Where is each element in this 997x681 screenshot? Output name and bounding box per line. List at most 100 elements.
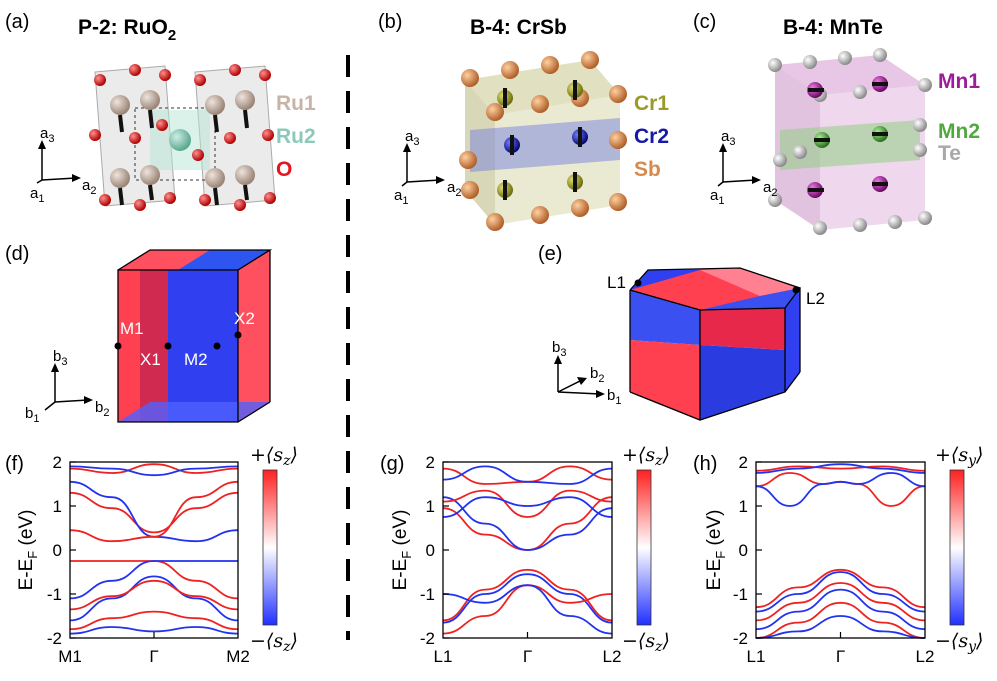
band-h-2 — [755, 465, 926, 472]
plot-frame-h — [755, 461, 926, 639]
legend-sb: Sb — [634, 158, 661, 181]
panel-label-f: (f) — [5, 453, 24, 475]
band-g-1 — [442, 573, 613, 624]
ruo2-crystal-structure — [89, 64, 276, 211]
band-plot-h: 2 1 0 -1 -2L1 Γ L2 E-EF (eV) — [704, 453, 934, 666]
axis-b-a1-label: a1 — [394, 187, 408, 207]
brillouin-zone-hexagonal — [629, 267, 802, 421]
xtick-label-h-2: L2 — [916, 647, 935, 666]
axis-b-a2-label: a2 — [447, 179, 461, 199]
band-g-5 — [442, 496, 613, 551]
axis-b1-label: b1 — [25, 405, 39, 425]
ylabel-h: E-EF (eV) — [704, 510, 728, 591]
band-f-2 — [69, 480, 239, 543]
ytick-label-f-3: -1 — [47, 585, 62, 604]
lattice-axes-b: a3 a2 a1 — [394, 128, 461, 207]
band-h-9 — [755, 615, 926, 639]
band-plot-f: 2 1 0 -1 -2M1 Γ M2 E-EF (eV) — [16, 453, 250, 666]
axis-b2-label: b2 — [95, 399, 109, 419]
reciprocal-axes-e: b3 b2 b1 — [552, 339, 621, 407]
axis-a3-label: a3 — [40, 125, 54, 145]
panel-d: (d) M1 X1 M2 X2 b3 b2 b1 — [5, 243, 273, 425]
ytick-label-h-0: 2 — [739, 453, 748, 472]
band-plot-g: 2 1 0 -1 -2L1 Γ L2 E-EF (eV) — [390, 453, 621, 666]
kpoint-m1: M1 — [120, 319, 144, 338]
panel-label-a: (a) — [5, 11, 29, 33]
ytick-label-g-4: -2 — [420, 629, 435, 648]
band-h-5 — [755, 571, 926, 613]
colorbar-h-top: +⟨sy⟩ — [935, 444, 983, 469]
panel-label-h: (h) — [693, 453, 717, 475]
xtick-label-g-0: L1 — [434, 647, 453, 666]
panel-label-b: (b) — [378, 11, 402, 33]
band-h-4 — [755, 568, 926, 609]
band-g-3 — [442, 584, 613, 635]
band-h-6 — [755, 582, 926, 622]
panel-a-title: P-2: RuO2 — [78, 16, 176, 44]
band-g-2 — [442, 584, 613, 635]
xtick-label-f-2: M2 — [226, 647, 250, 666]
band-g-6 — [442, 489, 613, 518]
axis-e-b1-label: b1 — [607, 387, 621, 407]
xtick-label-g-2: L2 — [603, 647, 622, 666]
ytick-label-g-3: -1 — [420, 585, 435, 604]
band-g-9 — [442, 465, 613, 485]
axis-e-b2-label: b2 — [590, 365, 604, 385]
ytick-label-h-3: -1 — [733, 585, 748, 604]
ytick-label-g-0: 2 — [426, 453, 435, 472]
xtick-label-h-1: Γ — [836, 647, 845, 666]
band-f-9 — [69, 610, 239, 631]
kpoint-x1: X1 — [140, 350, 161, 369]
ytick-label-f-4: -2 — [47, 629, 62, 648]
panel-a: (a) P-2: RuO2 Ru1 Ru2 O a3 — [5, 11, 316, 211]
legend-te: Te — [938, 142, 961, 165]
colorbar-f-top: +⟨sz⟩ — [250, 444, 298, 469]
axis-e-b3-label: b3 — [552, 339, 566, 359]
panel-label-d: (d) — [5, 243, 29, 265]
ytick-label-h-4: -2 — [733, 629, 748, 648]
xtick-label-g-1: Γ — [523, 647, 532, 666]
reciprocal-axes-d: b3 b2 b1 — [25, 348, 109, 425]
colorbar-f: +⟨sz⟩ −⟨sz⟩ — [250, 444, 298, 655]
colorbar-h-bottom: −⟨sy⟩ — [935, 630, 983, 655]
band-f-3 — [69, 463, 239, 474]
colorbar-g-bottom: −⟨sz⟩ — [622, 630, 670, 655]
crsb-crystal-structure — [459, 51, 627, 231]
band-h-0 — [755, 472, 926, 507]
kpoint-x2: X2 — [234, 309, 255, 328]
kpoint-l1: L1 — [607, 273, 626, 292]
xtick-label-h-0: L1 — [747, 647, 766, 666]
band-f-10 — [69, 626, 239, 635]
legend-ru1: Ru1 — [276, 92, 316, 115]
band-f-8 — [69, 579, 239, 611]
axis-a1-label: a1 — [30, 185, 44, 205]
panel-e: (e) L1 L2 b3 b2 b1 — [538, 243, 825, 421]
ylabel-g: E-EF (eV) — [390, 510, 414, 591]
ytick-label-f-2: 0 — [53, 541, 62, 560]
legend-mn1: Mn1 — [938, 70, 980, 93]
axis-b-a3-label: a3 — [405, 128, 419, 148]
legend-cr2: Cr2 — [634, 125, 669, 148]
panel-label-e: (e) — [538, 243, 562, 265]
xtick-label-f-0: M1 — [58, 647, 82, 666]
band-h-3 — [755, 463, 926, 474]
band-g-0 — [442, 568, 613, 622]
panel-b: (b) B-4: CrSb Cr1 Cr2 Sb a3 a2 a1 — [378, 11, 669, 231]
ytick-label-g-2: 0 — [426, 541, 435, 560]
band-h-7 — [755, 588, 926, 631]
ytick-label-f-0: 2 — [53, 453, 62, 472]
lattice-axes-c: a3 a2 a1 — [710, 128, 777, 207]
ylabel-f: E-EF (eV) — [16, 510, 40, 591]
legend-o: O — [276, 158, 292, 181]
axis-a2-label: a2 — [82, 177, 96, 197]
axis-c-a1-label: a1 — [710, 187, 724, 207]
legend-cr1: Cr1 — [634, 92, 669, 115]
band-h-8 — [755, 601, 926, 639]
colorbar-f-bottom: −⟨sz⟩ — [250, 630, 298, 655]
band-f-6 — [69, 560, 238, 600]
band-h-1 — [755, 472, 926, 507]
band-f-5 — [70, 560, 239, 600]
kpoint-l2: L2 — [806, 289, 825, 308]
brillouin-zone-tetragonal — [114, 249, 273, 423]
legend-ru2: Ru2 — [276, 125, 316, 148]
